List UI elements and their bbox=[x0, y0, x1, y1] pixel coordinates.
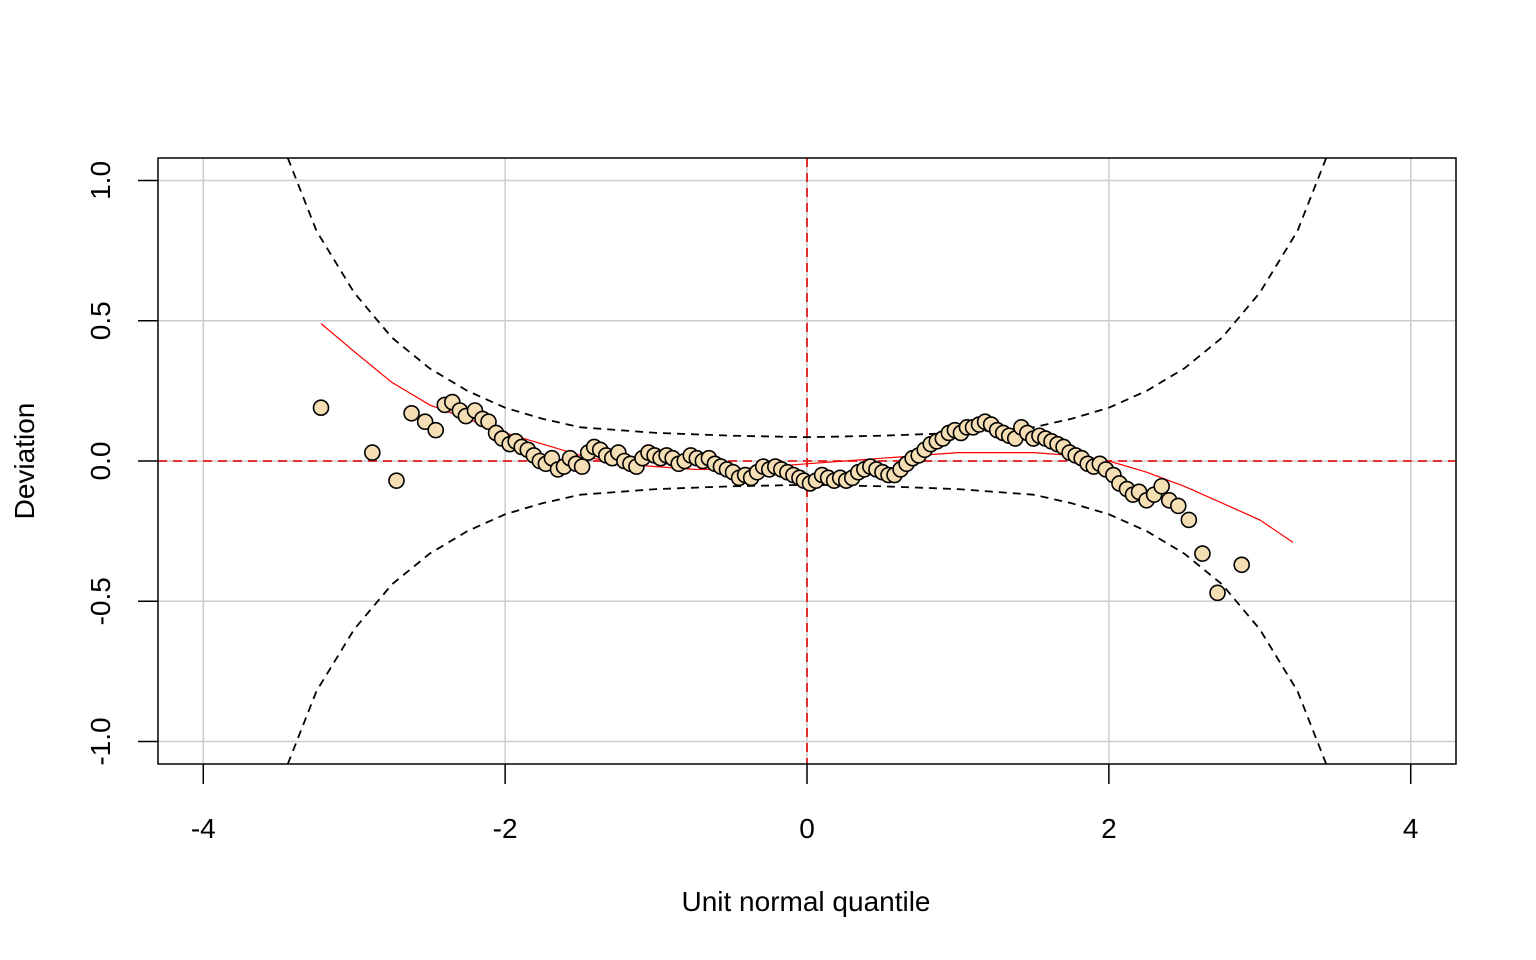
data-point bbox=[427, 421, 445, 439]
data-point bbox=[364, 444, 381, 461]
y-tick-label: 1.0 bbox=[85, 161, 116, 200]
y-tick-label: -1.0 bbox=[85, 717, 116, 765]
y-tick-label: -0.5 bbox=[85, 577, 116, 625]
data-points bbox=[312, 393, 1250, 602]
data-point bbox=[480, 413, 497, 431]
x-tick-label: 0 bbox=[799, 813, 815, 844]
y-tick-label: 0.0 bbox=[85, 442, 116, 481]
data-point bbox=[312, 399, 330, 416]
data-point bbox=[573, 458, 591, 475]
x-axis-label: Unit normal quantile bbox=[681, 886, 930, 917]
axes: -4 -2 0 2 4 -1.0 -0.5 0.0 0.5 1.0 bbox=[85, 161, 1419, 844]
x-tick-label: 2 bbox=[1101, 813, 1117, 844]
x-tick-label: 4 bbox=[1403, 813, 1419, 844]
data-point bbox=[1169, 497, 1187, 515]
upper-confidence-band bbox=[286, 158, 1328, 439]
data-point bbox=[403, 405, 420, 422]
data-point bbox=[1233, 556, 1250, 574]
y-axis-label: Deviation bbox=[9, 403, 40, 520]
data-point bbox=[1209, 584, 1226, 602]
y-tick-label: 0.5 bbox=[85, 301, 116, 340]
data-point bbox=[388, 472, 405, 489]
data-point bbox=[1194, 545, 1211, 562]
x-tick-label: -2 bbox=[493, 813, 518, 844]
reference-lines bbox=[158, 158, 1456, 764]
x-tick-label: -4 bbox=[191, 813, 216, 844]
data-point bbox=[1153, 477, 1170, 495]
data-point bbox=[1180, 511, 1198, 529]
